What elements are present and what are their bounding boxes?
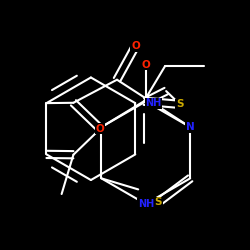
- Text: O: O: [96, 124, 105, 134]
- Text: S: S: [154, 197, 162, 207]
- Text: O: O: [142, 60, 150, 70]
- Text: NH: NH: [138, 199, 154, 209]
- Text: S: S: [176, 100, 184, 110]
- Text: NH: NH: [146, 98, 162, 108]
- Text: O: O: [131, 41, 140, 51]
- Text: N: N: [186, 122, 194, 132]
